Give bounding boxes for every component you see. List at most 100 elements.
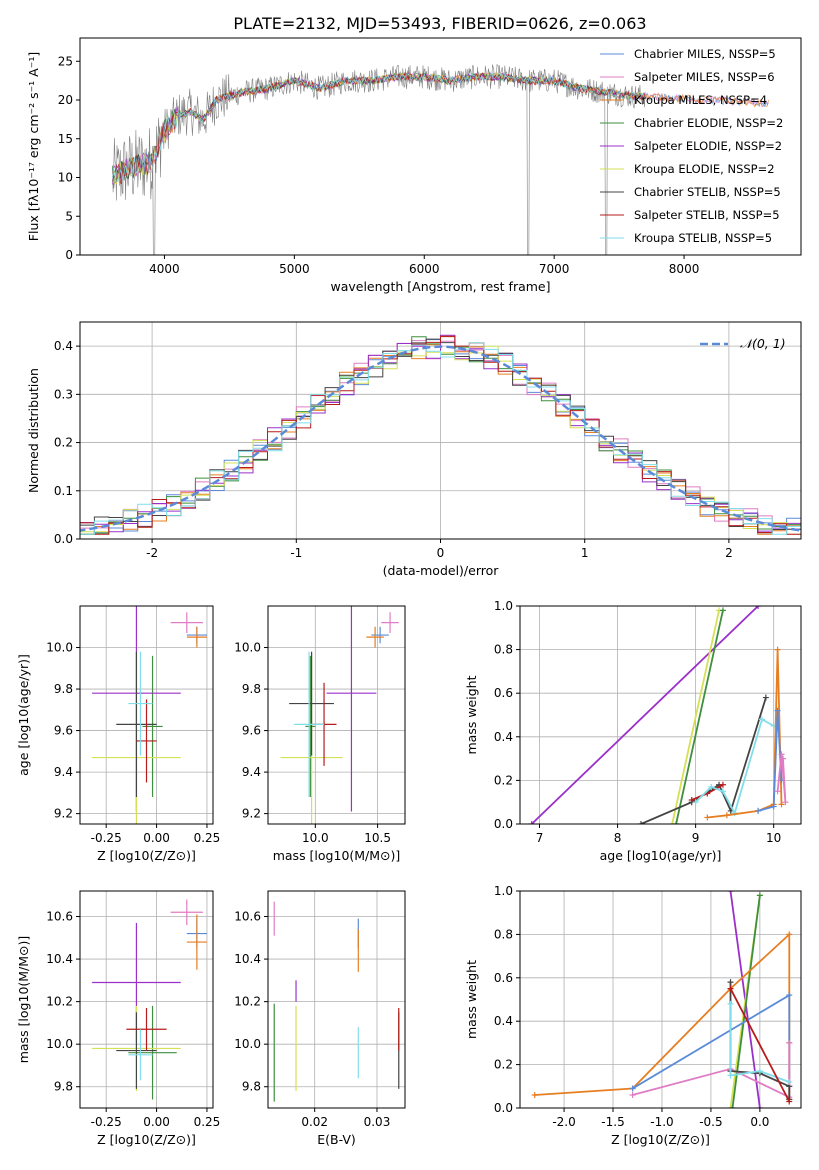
- x-axis-label: Z [log10(Z/Z⊙)]: [97, 848, 196, 863]
- y-tick-label: 9.8: [242, 682, 261, 696]
- model-spectrum-kroupa-elodie: [112, 71, 646, 184]
- legend-entry-chabrier-miles: Chabrier MILES, NSSP=5: [634, 47, 776, 61]
- weight-line-kroupa-stelib: [729, 1003, 790, 1083]
- weight-marker-kroupa-stelib: [786, 1078, 793, 1085]
- weight-marker-kroupa-miles: [531, 1091, 538, 1098]
- weight-marker-salpeter-elodie: [727, 891, 734, 894]
- gaussian-reference-curve: [80, 345, 801, 532]
- y-tick-label: 0.1: [54, 484, 73, 498]
- y-tick-label: 20: [58, 93, 73, 107]
- plot-area: [80, 334, 801, 535]
- y-axis-label: mass [log10(M/M⊙)]: [16, 936, 31, 1064]
- weight-marker-salpeter-miles: [780, 755, 787, 762]
- axes-frame: [519, 605, 802, 825]
- mass-weight-age-panel: 7 8 9 10 0.0 0.2 0.4 0.6 0.8 1.0 age [log10(age/yr…: [464, 599, 802, 863]
- weight-marker-kroupa-stelib: [727, 1000, 734, 1007]
- y-tick-label: 9.2: [242, 807, 261, 821]
- weight-line-salpeter-stelib: [729, 988, 791, 1102]
- y-tick-label: 9.6: [54, 724, 73, 738]
- weight-line-chabrier-miles: [757, 710, 783, 812]
- x-tick-label: -1: [290, 546, 302, 560]
- weight-line-kroupa-stelib: [694, 718, 775, 816]
- y-axis-label: Flux [fλ10⁻¹⁷ erg cm⁻² s⁻¹ A⁻¹]: [26, 52, 41, 241]
- x-tick-label: 9: [692, 831, 700, 845]
- y-tick-label: 10.0: [46, 1037, 73, 1051]
- x-axis-label: mass [log10(M/M⊙)]: [273, 848, 401, 863]
- weight-marker-kroupa-stelib: [692, 799, 699, 806]
- y-tick-label: 10.0: [234, 1037, 261, 1051]
- y-tick-label: 9.4: [242, 765, 261, 779]
- y-tick-label: 0.4: [494, 1014, 513, 1028]
- weight-marker-kroupa-stelib: [727, 1072, 734, 1079]
- legend-entry-chabrier-stelib: Chabrier STELIB, NSSP=5: [634, 185, 781, 199]
- x-tick-label: 0.00: [143, 831, 170, 845]
- plot-area: [112, 63, 769, 255]
- x-tick-label: 7000: [539, 262, 570, 276]
- y-axis-label: age [log10(age/yr)]: [16, 654, 31, 776]
- x-axis-label: E(B-V): [317, 1132, 356, 1147]
- residual-histogram-panel: -2 -1 0 1 2 0.0 0.1 0.2 0.3 0.4 (data-model)/error…: [26, 321, 802, 578]
- histogram-salpeter-stelib: [80, 336, 801, 535]
- y-tick-label: 10.2: [234, 995, 261, 1009]
- weight-marker-chabrier-stelib: [637, 821, 644, 824]
- y-tick-label: 10.0: [46, 641, 73, 655]
- x-tick-label: 8: [614, 831, 622, 845]
- x-tick-label: 0.03: [364, 1115, 391, 1129]
- plot-area: [531, 891, 793, 1108]
- weight-marker-kroupa-miles: [774, 646, 781, 653]
- weight-marker-salpeter-elodie: [756, 1105, 763, 1108]
- weight-marker-salpeter-miles: [774, 788, 781, 795]
- y-tick-label: 0.8: [494, 643, 513, 657]
- y-tick-label: 0.2: [494, 773, 513, 787]
- weight-marker-chabrier-elodie: [756, 892, 763, 899]
- weight-marker-salpeter-miles: [782, 799, 789, 806]
- ebv-mass-panel: 0.02 0.03 9.8 10.0 10.2 10.4 10.6 E(B-V): [234, 890, 406, 1147]
- x-tick-label: 0: [437, 546, 445, 560]
- y-axis-label: Normed distribution: [26, 368, 41, 493]
- y-tick-label: 25: [58, 54, 73, 68]
- weight-marker-kroupa-miles: [778, 801, 785, 808]
- observed-spectrum-line: [112, 63, 646, 255]
- y-tick-label: 1.0: [494, 884, 513, 898]
- x-tick-label: 6000: [409, 262, 440, 276]
- y-tick-label: 10.6: [234, 910, 261, 924]
- x-tick-label: 10.5: [364, 831, 391, 845]
- weight-line-salpeter-miles: [632, 1042, 791, 1099]
- y-tick-label: 0.2: [54, 436, 73, 450]
- x-tick-label: 0.25: [194, 1115, 221, 1129]
- x-tick-label: -0.25: [91, 1115, 122, 1129]
- weight-marker-kroupa-elodie: [727, 1105, 734, 1108]
- y-tick-label: 10: [58, 171, 73, 185]
- y-tick-label: 15: [58, 132, 73, 146]
- x-tick-label: -0.25: [91, 831, 122, 845]
- plot-area: [528, 606, 789, 824]
- y-tick-label: 9.4: [54, 765, 73, 779]
- legend-entry-kroupa-elodie: Kroupa ELODIE, NSSP=2: [634, 162, 775, 176]
- y-tick-label: 10.4: [46, 952, 73, 966]
- y-tick-label: 0.4: [494, 730, 513, 744]
- model-spectrum-salpeter-stelib: [112, 71, 646, 185]
- weight-marker-kroupa-stelib: [708, 783, 715, 790]
- histogram-kroupa-stelib: [80, 342, 801, 535]
- legend-entry-kroupa-stelib: Kroupa STELIB, NSSP=5: [634, 231, 772, 245]
- weight-line-kroupa-miles: [707, 649, 783, 819]
- x-tick-label: 2: [725, 546, 733, 560]
- axes-frame: [267, 605, 406, 825]
- weight-marker-chabrier-elodie: [673, 821, 680, 824]
- weight-line-kroupa-elodie: [671, 610, 720, 824]
- axes-frame: [79, 605, 214, 825]
- weight-marker-salpeter-stelib: [727, 985, 734, 992]
- x-axis-label: wavelength [Angstrom, rest frame]: [330, 279, 550, 294]
- y-tick-label: 5: [65, 209, 73, 223]
- axes-frame: [519, 890, 802, 1109]
- x-tick-label: 10: [766, 831, 781, 845]
- weight-marker-chabrier-elodie: [729, 1105, 736, 1108]
- y-tick-label: 10.0: [234, 641, 261, 655]
- x-tick-label: 10.0: [302, 831, 329, 845]
- weight-marker-salpeter-elodie: [755, 606, 762, 609]
- x-tick-label: 0.00: [143, 1115, 170, 1129]
- weight-marker-chabrier-stelib: [727, 979, 734, 986]
- y-tick-label: 9.8: [54, 682, 73, 696]
- weight-marker-chabrier-miles: [755, 807, 762, 814]
- mass-weight-metallicity-panel: -2.0 -1.5 -1.0 -0.5 0.0 0.0 0.2 0.4 0.6 0.8 1.0 Z […: [464, 884, 802, 1147]
